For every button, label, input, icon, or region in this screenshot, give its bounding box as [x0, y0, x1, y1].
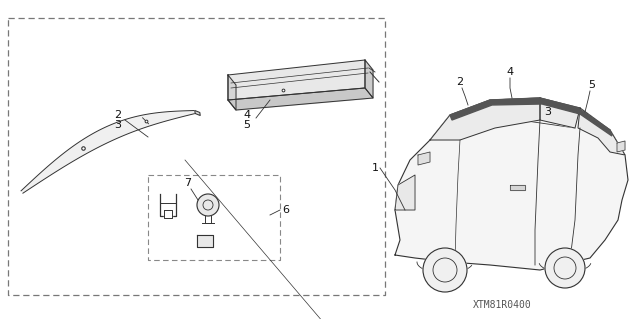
Text: 3: 3	[115, 120, 122, 130]
Polygon shape	[195, 110, 200, 115]
Polygon shape	[430, 98, 540, 140]
Polygon shape	[450, 98, 612, 136]
Text: 2: 2	[456, 77, 463, 87]
Polygon shape	[228, 75, 236, 110]
Text: 7: 7	[184, 178, 191, 188]
Text: 5: 5	[589, 80, 595, 90]
Polygon shape	[228, 88, 373, 110]
Text: XTM81R0400: XTM81R0400	[472, 300, 531, 310]
Polygon shape	[164, 210, 172, 218]
Text: 4: 4	[243, 110, 251, 120]
Text: 5: 5	[243, 120, 250, 130]
Circle shape	[545, 248, 585, 288]
Text: 4: 4	[506, 67, 513, 77]
Text: 3: 3	[545, 107, 552, 117]
Circle shape	[423, 248, 467, 292]
Polygon shape	[617, 141, 625, 152]
Polygon shape	[395, 175, 415, 210]
Polygon shape	[418, 152, 430, 165]
Polygon shape	[510, 185, 525, 190]
Polygon shape	[228, 60, 365, 100]
Text: 6: 6	[282, 205, 289, 215]
Polygon shape	[21, 110, 195, 193]
Polygon shape	[365, 60, 373, 98]
Text: 1: 1	[371, 163, 378, 173]
Polygon shape	[578, 108, 625, 155]
Text: 2: 2	[115, 110, 122, 120]
Polygon shape	[540, 98, 580, 128]
Polygon shape	[395, 98, 628, 270]
Polygon shape	[197, 235, 213, 247]
Circle shape	[197, 194, 219, 216]
